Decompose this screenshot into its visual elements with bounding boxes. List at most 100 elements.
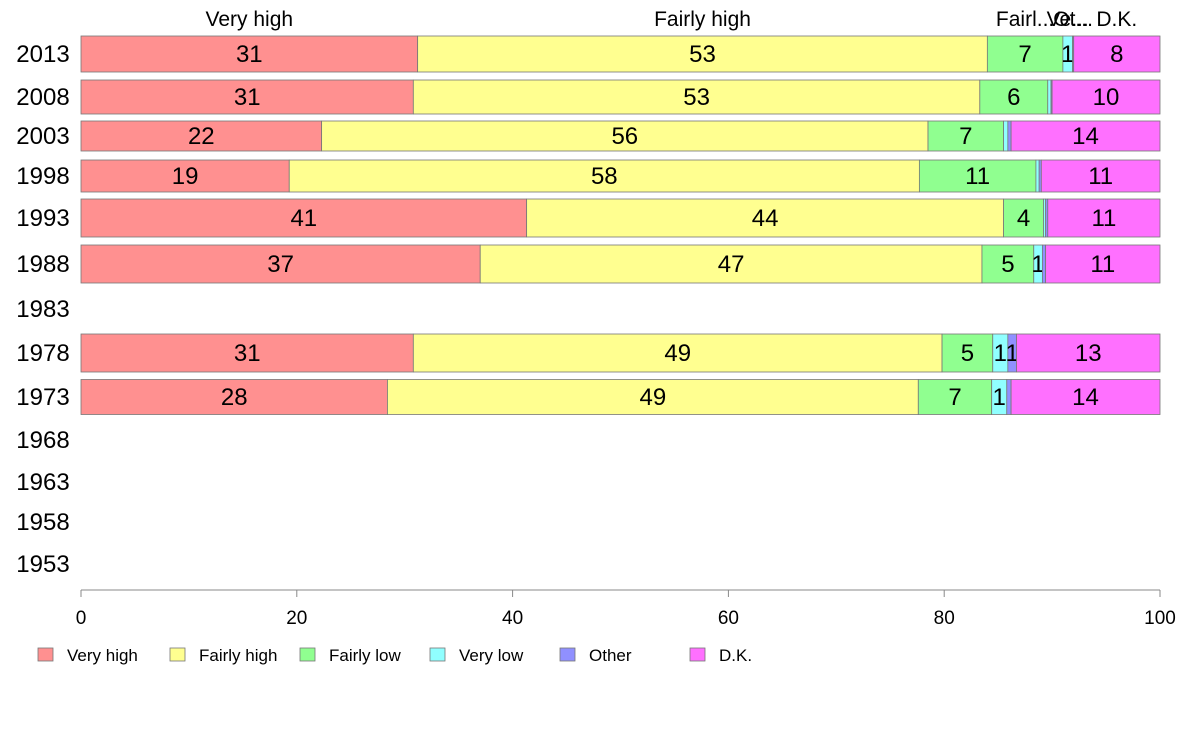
data-label: 1 (994, 340, 1007, 367)
legend-swatch (169, 647, 186, 662)
bar-segment (941, 333, 994, 373)
bar-segment (479, 244, 983, 284)
data-label: 49 (640, 384, 667, 411)
data-label: 13 (1075, 340, 1102, 367)
data-label: 44 (752, 205, 779, 232)
data-label: 1 (1061, 41, 1074, 68)
year-label: 1973 (16, 384, 69, 411)
legend-label: Very high (67, 646, 138, 665)
data-label: 22 (188, 123, 215, 150)
data-label: 5 (1001, 251, 1014, 278)
legend-swatch (689, 647, 706, 662)
column-header-label: Fairly high (654, 8, 751, 31)
data-label: 58 (591, 163, 618, 190)
bar-segment (80, 198, 528, 238)
bar-segment (1010, 120, 1161, 152)
year-label: 1983 (16, 296, 69, 323)
year-label: 2003 (16, 123, 69, 150)
data-label: 49 (664, 340, 691, 367)
data-label: 4 (1017, 205, 1030, 232)
data-label: 5 (961, 340, 974, 367)
legend-label: Other (589, 646, 632, 665)
bar-segment (918, 159, 1037, 193)
bar-segment (80, 79, 414, 115)
bar-segment (1045, 244, 1161, 284)
data-label: 7 (959, 123, 972, 150)
bar-segment (1003, 120, 1009, 152)
legend-label: Fairly high (199, 646, 277, 665)
data-label: 11 (965, 163, 990, 190)
bar-segment (288, 159, 920, 193)
column-header-label: Ot... (1053, 8, 1093, 31)
data-label: 47 (718, 251, 745, 278)
year-label: 1978 (16, 340, 69, 367)
bar-segment (1016, 333, 1161, 373)
bar-segment (979, 79, 1049, 115)
column-header-label: D.K. (1096, 8, 1137, 31)
bar-segment (927, 120, 1004, 152)
x-tick-label: 0 (76, 608, 87, 629)
column-header-label: Fairl... (996, 8, 1054, 31)
data-label: 53 (683, 84, 710, 111)
bar-segment (80, 35, 419, 73)
x-tick-label: 100 (1144, 608, 1176, 629)
data-label: 14 (1072, 384, 1099, 411)
bar-segment (1010, 379, 1161, 415)
bar-segment (1007, 120, 1012, 152)
legend-swatch (429, 647, 446, 662)
bar-segment (1003, 198, 1044, 238)
data-label: 31 (234, 84, 261, 111)
legend-swatch (37, 647, 54, 662)
data-label: 7 (948, 384, 961, 411)
x-tick-label: 80 (934, 608, 955, 629)
column-header-label: Ve... (1047, 8, 1089, 31)
bar-segment (1040, 159, 1161, 193)
year-label: 1953 (16, 551, 69, 578)
legend-swatch (559, 647, 576, 662)
legend-label: Very low (459, 646, 524, 665)
bar-segment (986, 35, 1064, 73)
data-label: 1 (1031, 251, 1044, 278)
data-label: 28 (221, 384, 248, 411)
bar-segment (1047, 198, 1161, 238)
data-label: 1 (993, 384, 1006, 411)
data-label: 7 (1018, 41, 1031, 68)
year-label: 1968 (16, 427, 69, 454)
data-label: 11 (1090, 251, 1115, 278)
data-label: 41 (290, 205, 317, 232)
data-label: 11 (1091, 205, 1116, 232)
bar-segment (1051, 79, 1161, 115)
year-label: 2008 (16, 84, 69, 111)
data-label: 8 (1110, 41, 1123, 68)
x-tick-label: 20 (286, 608, 307, 629)
bar-segment (1047, 79, 1052, 115)
year-label: 1998 (16, 163, 69, 190)
x-tick-label: 40 (502, 608, 523, 629)
year-label: 1988 (16, 251, 69, 278)
legend-swatch (299, 647, 316, 662)
year-label: 2013 (16, 41, 69, 68)
data-label: 53 (689, 41, 716, 68)
data-label: 19 (172, 163, 199, 190)
bar-segment (412, 79, 981, 115)
bar-segment (1006, 379, 1012, 415)
bar-segment (1041, 244, 1047, 284)
column-header-label: Very high (206, 8, 294, 31)
bar-segment (1035, 159, 1040, 193)
bar-segment (321, 120, 929, 152)
data-label: 31 (234, 340, 261, 367)
bar-segment (80, 244, 481, 284)
bar-segment (526, 198, 1004, 238)
data-label: 56 (611, 123, 638, 150)
bar-segment (981, 244, 1035, 284)
data-label: 31 (236, 41, 263, 68)
year-label: 1963 (16, 469, 69, 496)
bar-segment (387, 379, 919, 415)
year-label: 1958 (16, 509, 69, 536)
data-label: 6 (1007, 84, 1020, 111)
bar-segment (417, 35, 988, 73)
data-label: 37 (267, 251, 294, 278)
legend-label: D.K. (719, 646, 752, 665)
